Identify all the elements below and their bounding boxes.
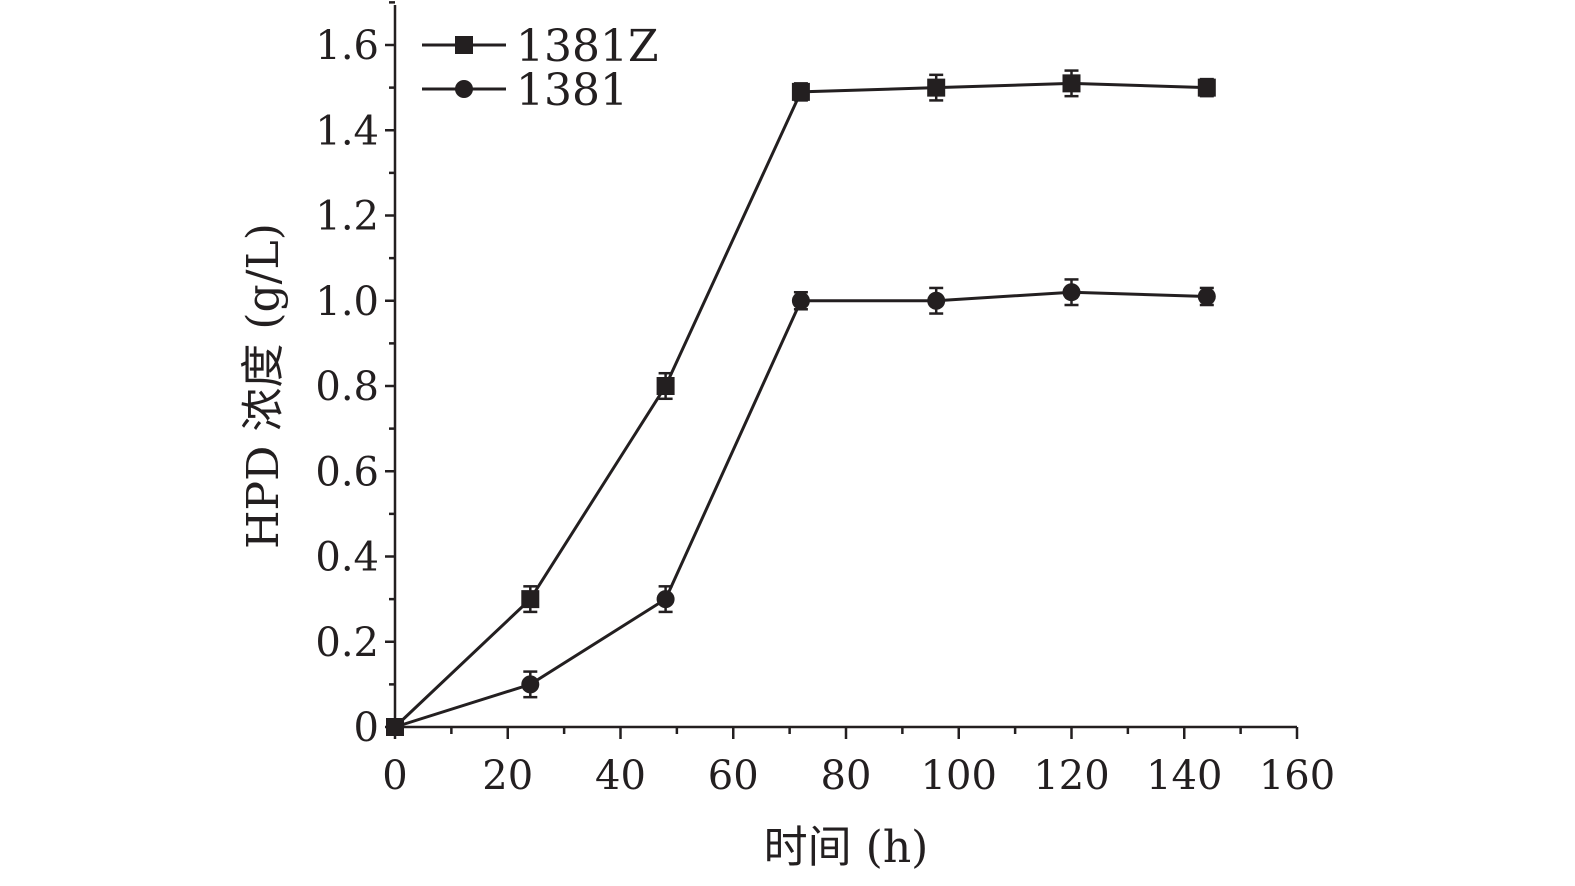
x-tick-label: 20: [482, 753, 533, 799]
y-tick-label: 0: [354, 705, 379, 751]
y-tick-label: 1.2: [315, 194, 379, 240]
data-point: [927, 291, 946, 310]
series-1381Z: [386, 69, 1216, 736]
x-tick-label: 100: [921, 753, 997, 799]
legend-marker: [455, 36, 473, 54]
x-tick-label: 160: [1259, 753, 1335, 799]
data-point: [656, 590, 675, 609]
x-tick-label: 140: [1146, 753, 1222, 799]
y-ticks: 0 0.2 0.4 0.6 0.8 1.0 1.2 1.4 1.6: [315, 1, 395, 751]
legend-label: 1381Z: [516, 21, 659, 72]
y-tick-label: 0.4: [315, 535, 379, 581]
data-point: [791, 291, 810, 310]
y-tick-label: 0.2: [315, 620, 379, 666]
data-point: [521, 590, 540, 609]
x-tick-label: 0: [382, 753, 407, 799]
series-line: [393, 81, 1207, 729]
y-tick-label: 1.4: [315, 108, 379, 154]
x-tick-label: 60: [708, 753, 759, 799]
data-point: [927, 78, 946, 97]
x-tick-label: 80: [821, 753, 872, 799]
y-tick-label: 0.6: [315, 449, 379, 495]
series-layer: [386, 69, 1216, 736]
data-point: [1062, 74, 1081, 93]
y-tick-label: 0.8: [315, 364, 379, 410]
data-point: [1197, 287, 1216, 306]
data-point: [791, 82, 810, 101]
x-ticks: 0 20 40 60 80 100 120 140 160: [382, 727, 1335, 799]
legend-item: 1381Z: [422, 21, 659, 72]
legend-marker: [455, 80, 473, 98]
y-tick-label: 1.0: [315, 279, 379, 325]
x-tick-label: 40: [595, 753, 646, 799]
legend-item: 1381: [422, 65, 628, 116]
data-point: [386, 718, 404, 736]
data-point: [1062, 283, 1081, 302]
y-tick-label: 1.6: [315, 23, 379, 69]
x-axis-title: 时间 (h): [764, 822, 929, 873]
legend-label: 1381: [516, 65, 628, 116]
x-tick-label: 120: [1033, 753, 1109, 799]
series-line: [394, 290, 1207, 729]
data-point: [521, 675, 540, 694]
data-point: [1197, 78, 1216, 97]
series-1381: [386, 278, 1216, 736]
data-point: [656, 377, 675, 395]
y-axis-title: HPD 浓度 (g/L): [238, 223, 289, 549]
